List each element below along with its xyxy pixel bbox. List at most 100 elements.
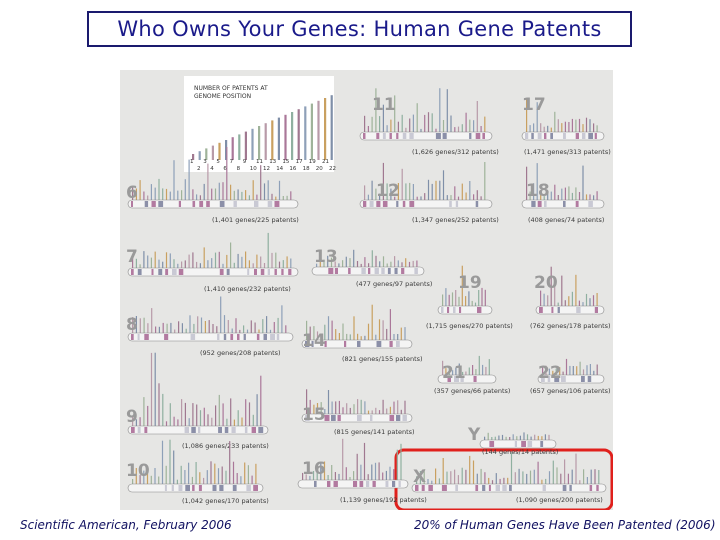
patent-bar [385, 470, 387, 480]
patent-bar [548, 434, 550, 440]
patent-bar [218, 182, 220, 200]
patent-bar [571, 469, 573, 484]
chromosome-band [254, 269, 257, 275]
chromosome-band [348, 268, 351, 274]
patent-bar [442, 120, 445, 132]
patent-bar [526, 434, 529, 440]
chromosome-stats-label: (1,042 genes/170 patents) [182, 497, 269, 505]
patent-bar [360, 399, 362, 414]
patent-bar [478, 355, 480, 375]
patent-bar [222, 182, 224, 200]
patent-bar [565, 358, 568, 375]
patent-bar [371, 410, 373, 414]
patent-bar [255, 463, 257, 484]
patent-bar [204, 321, 206, 333]
patent-bar [267, 232, 269, 268]
patent-bar [550, 127, 552, 132]
chromosome-band [254, 201, 259, 207]
patent-bar [593, 370, 595, 375]
chromosome-band [389, 341, 393, 347]
chromosome-stats-label: (821 genes/155 patents) [342, 355, 423, 363]
patent-bar [135, 316, 137, 333]
patent-bar [578, 192, 581, 200]
patent-bar [582, 124, 584, 132]
chromosome-band [460, 376, 464, 382]
chromosome-band [562, 485, 567, 491]
patent-bar [568, 296, 570, 306]
patent-bar [273, 322, 275, 333]
patent-bar [199, 195, 201, 200]
patent-bar [412, 184, 414, 200]
chromosome-band [582, 133, 586, 139]
chromosome-body [437, 374, 497, 384]
patent-bar [282, 196, 284, 200]
chromosome-band [165, 269, 169, 275]
patent-bar [416, 476, 418, 484]
patent-bar [390, 119, 392, 132]
patent-bar [416, 260, 418, 267]
chromosome-band [542, 485, 546, 491]
chromosome-band [267, 269, 270, 275]
patent-bar [367, 410, 370, 414]
patent-bar [241, 191, 243, 200]
patent-bar [316, 263, 318, 267]
legend-tick-label: 13 [269, 159, 276, 165]
chromosome-band [198, 427, 201, 433]
patent-bar [364, 115, 366, 132]
patent-bar [526, 473, 528, 484]
patent-bar [158, 383, 160, 426]
patent-bar [378, 410, 381, 414]
patent-bar [313, 326, 315, 340]
chromosome-band [353, 481, 358, 487]
patent-bar [514, 472, 516, 484]
patent-bar [165, 421, 168, 426]
patent-bar [375, 88, 377, 132]
patent-bar [271, 193, 273, 200]
chromosome-band [569, 485, 572, 491]
chromosome-number: 22 [538, 363, 562, 383]
patent-bar [135, 258, 137, 268]
chromosome-stats-label: (144 genes/14 patents) [482, 448, 558, 456]
chromosome-band [421, 485, 425, 491]
patent-bar [147, 195, 149, 200]
chromosome-band [576, 307, 581, 313]
patent-bar [147, 255, 149, 268]
patent-bar [374, 462, 377, 480]
patent-bar [334, 472, 336, 480]
patent-bar [206, 470, 208, 484]
chromosome-band [396, 341, 400, 347]
patent-bar [386, 183, 388, 200]
patent-bar [218, 394, 220, 426]
chromosome-band [267, 201, 273, 207]
patent-bar [349, 334, 351, 340]
patent-bar [327, 475, 329, 480]
patent-bar [478, 290, 480, 306]
chromosome-band [337, 415, 341, 421]
chromosome-band [550, 133, 553, 139]
chromosome-band [537, 133, 542, 139]
patent-bar [519, 435, 521, 440]
chromosome-band [344, 341, 347, 347]
patent-bar [569, 365, 571, 375]
patent-bar [226, 254, 228, 268]
patent-bar [404, 327, 406, 340]
chromosome-band [455, 201, 459, 207]
patent-bar [203, 247, 205, 268]
patent-bar [162, 322, 164, 333]
legend-bar [277, 117, 280, 160]
patent-bar [576, 366, 578, 375]
chromosome-band [475, 201, 479, 207]
patent-bar [448, 366, 450, 375]
patent-bar [371, 464, 373, 480]
chromosome-band [270, 334, 275, 340]
chromosome-band [305, 341, 310, 347]
patent-bar [594, 469, 596, 484]
patent-bar [230, 184, 232, 200]
patent-bar [575, 453, 577, 484]
patent-bar [181, 323, 183, 333]
patent-bar [256, 194, 258, 200]
chromosome-band [531, 133, 534, 139]
patent-bar [312, 471, 315, 480]
chromosome-band [531, 201, 536, 207]
legend-tick-label: 3 [203, 159, 207, 165]
